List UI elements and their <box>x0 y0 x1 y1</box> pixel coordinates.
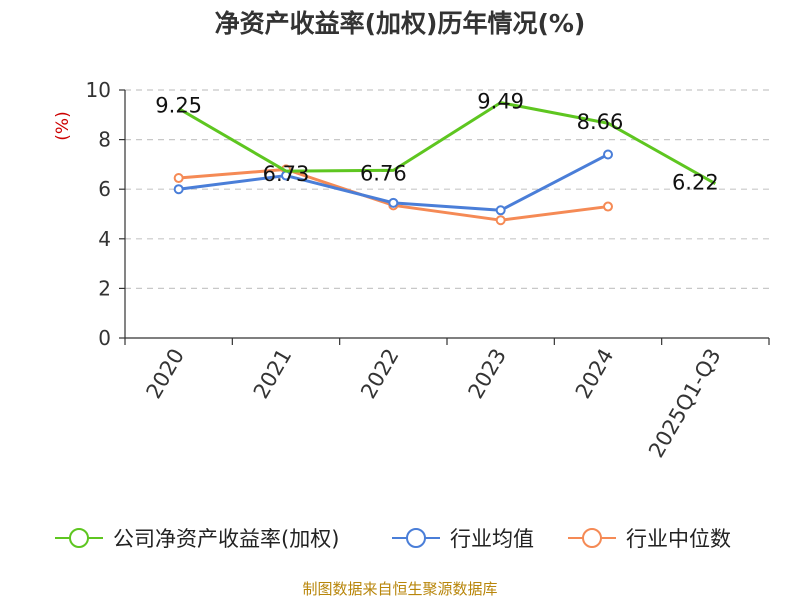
data-label: 6.76 <box>360 161 407 185</box>
legend-label: 行业中位数 <box>626 527 731 551</box>
legend-item-company[interactable]: 公司净资产收益率(加权) <box>55 518 339 558</box>
data-point <box>173 184 184 195</box>
x-tick-label: 2025Q1-Q3 <box>644 345 726 462</box>
data-point <box>173 173 184 184</box>
data-label: 9.49 <box>477 90 524 114</box>
y-tick-label: 0 <box>98 326 111 350</box>
y-tick-label: 4 <box>98 227 111 251</box>
data-point <box>495 205 506 216</box>
y-tick-label: 10 <box>86 78 111 102</box>
data-label: 6.22 <box>672 171 719 195</box>
x-tick-label: 2021 <box>249 345 297 403</box>
x-tick-label: 2023 <box>463 345 511 403</box>
data-label: 6.73 <box>263 162 310 186</box>
data-label: 9.25 <box>155 94 202 118</box>
data-source-note: 制图数据来自恒生聚源数据库 <box>302 580 498 598</box>
legend-item-industry-avg[interactable]: 行业均值 <box>392 518 534 558</box>
legend-label: 行业均值 <box>450 527 534 551</box>
legend-line-icon <box>55 528 103 548</box>
chart-title: 净资产收益率(加权)历年情况(%) <box>214 9 586 38</box>
data-point <box>603 201 613 212</box>
legend-label: 公司净资产收益率(加权) <box>113 527 340 551</box>
x-tick-label: 2020 <box>141 345 189 403</box>
y-axis-label: (%) <box>53 111 73 140</box>
series-line <box>177 101 717 186</box>
x-tick-label: 2024 <box>571 345 619 403</box>
line-chart: 0 2 4 6 8 10 (%) 2020 2021 2022 2023 2024 2025Q1-Q3 9… <box>53 78 770 462</box>
data-point <box>388 197 399 208</box>
data-point <box>495 215 506 226</box>
legend-line-icon <box>392 528 440 548</box>
data-label: 8.66 <box>577 110 624 134</box>
legend-item-industry-median[interactable]: 行业中位数 <box>568 518 731 558</box>
legend-line-icon <box>568 528 616 548</box>
y-tick-label: 6 <box>98 177 111 201</box>
chart-legend: 公司净资产收益率(加权) 行业均值 行业中位数 <box>0 518 800 558</box>
y-tick-label: 2 <box>98 276 111 300</box>
x-tick-label: 2022 <box>356 345 404 403</box>
data-point <box>603 149 613 160</box>
y-tick-label: 8 <box>98 128 111 152</box>
